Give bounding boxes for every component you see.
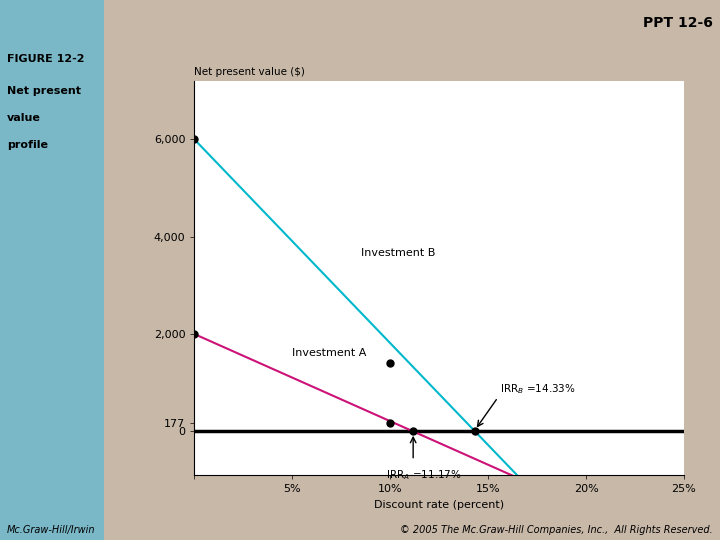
Text: Net present: Net present: [7, 86, 81, 97]
Text: IRR$_A$ =11.17%: IRR$_A$ =11.17%: [387, 468, 462, 482]
Text: Investment B: Investment B: [361, 248, 435, 258]
X-axis label: Discount rate (percent): Discount rate (percent): [374, 500, 504, 510]
Text: Mc.Graw-Hill/Irwin: Mc.Graw-Hill/Irwin: [7, 524, 96, 535]
Text: Net present value ($): Net present value ($): [194, 67, 305, 77]
Text: PPT 12-6: PPT 12-6: [643, 16, 713, 30]
Text: © 2005 The Mc.Graw-Hill Companies, Inc.,  All Rights Reserved.: © 2005 The Mc.Graw-Hill Companies, Inc.,…: [400, 524, 713, 535]
Text: Investment A: Investment A: [292, 348, 366, 358]
Text: FIGURE 12-2: FIGURE 12-2: [7, 54, 85, 64]
Text: IRR$_B$ =14.33%: IRR$_B$ =14.33%: [500, 382, 576, 396]
Text: value: value: [7, 113, 41, 124]
Text: profile: profile: [7, 140, 48, 151]
